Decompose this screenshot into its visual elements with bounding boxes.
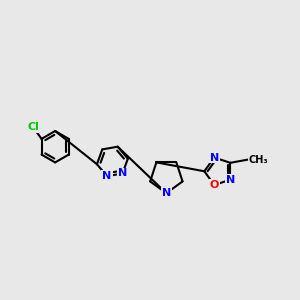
- Text: N: N: [210, 153, 219, 163]
- Text: Cl: Cl: [27, 122, 39, 132]
- Text: CH₃: CH₃: [248, 154, 268, 164]
- Text: N: N: [118, 169, 127, 178]
- Text: O: O: [210, 180, 219, 190]
- Text: N: N: [162, 188, 171, 198]
- Text: N: N: [102, 171, 112, 181]
- Text: N: N: [226, 175, 235, 185]
